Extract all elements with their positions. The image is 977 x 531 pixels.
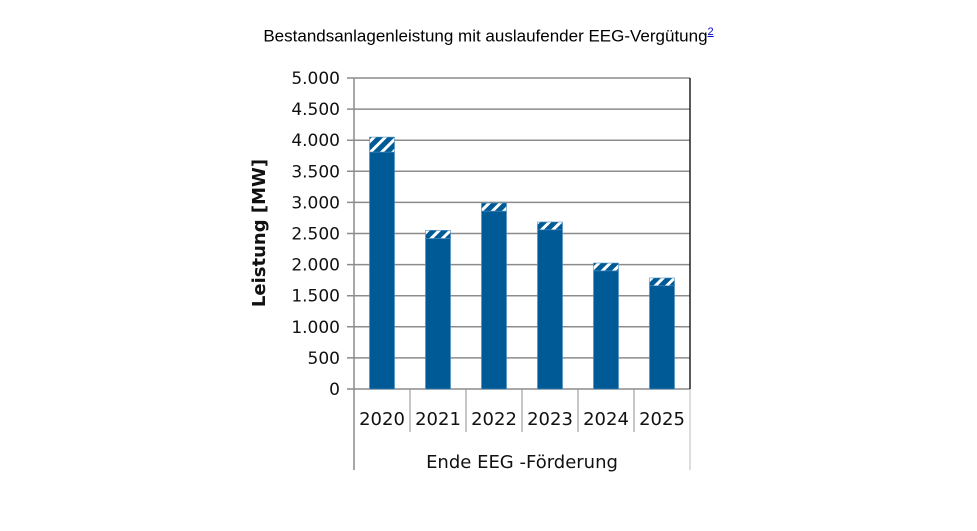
bar-solid-2021 bbox=[425, 238, 451, 390]
bar-hatched-2023 bbox=[537, 221, 563, 231]
x-tick-label: 2025 bbox=[639, 409, 685, 430]
x-tick-label: 2023 bbox=[527, 409, 573, 430]
bar-hatched-2024 bbox=[593, 262, 619, 272]
footnote-link[interactable]: 2 bbox=[707, 26, 714, 38]
bar-hatched-2025 bbox=[649, 277, 675, 287]
y-tick-label: 2.000 bbox=[291, 256, 340, 276]
y-tick-label: 1.000 bbox=[291, 318, 340, 338]
y-tick-label: 5.000 bbox=[291, 69, 340, 89]
y-axis-label: Leistung [MW] bbox=[249, 159, 270, 307]
y-tick-label: 0 bbox=[329, 380, 340, 400]
y-tick-label: 500 bbox=[308, 349, 340, 369]
bar-hatched-2020 bbox=[369, 136, 395, 153]
y-tick-label: 3.500 bbox=[291, 162, 340, 182]
bar-solid-2024 bbox=[593, 270, 619, 390]
bar-hatched-2021 bbox=[425, 230, 451, 239]
x-tick-label: 2020 bbox=[359, 409, 405, 430]
y-tick-label: 3.000 bbox=[291, 193, 340, 213]
x-axis-label: Ende EEG -Förderung bbox=[426, 452, 618, 473]
bar-solid-2023 bbox=[537, 229, 563, 390]
chart-title: Bestandsanlagenleistung mit auslaufender… bbox=[0, 26, 977, 47]
y-tick-label: 1.500 bbox=[291, 287, 340, 307]
x-tick-label: 2024 bbox=[583, 409, 629, 430]
x-tick-label: 2021 bbox=[415, 409, 461, 430]
y-tick-label: 4.500 bbox=[291, 100, 340, 120]
bar-solid-2020 bbox=[369, 151, 395, 390]
bar-hatched-2022 bbox=[481, 202, 507, 212]
y-tick-label: 2.500 bbox=[291, 225, 340, 245]
bar-solid-2022 bbox=[481, 210, 507, 390]
x-tick-label: 2022 bbox=[471, 409, 517, 430]
chart-title-text: Bestandsanlagenleistung mit auslaufender… bbox=[263, 26, 708, 46]
bar-solid-2025 bbox=[649, 285, 675, 390]
y-tick-label: 4.000 bbox=[291, 131, 340, 151]
